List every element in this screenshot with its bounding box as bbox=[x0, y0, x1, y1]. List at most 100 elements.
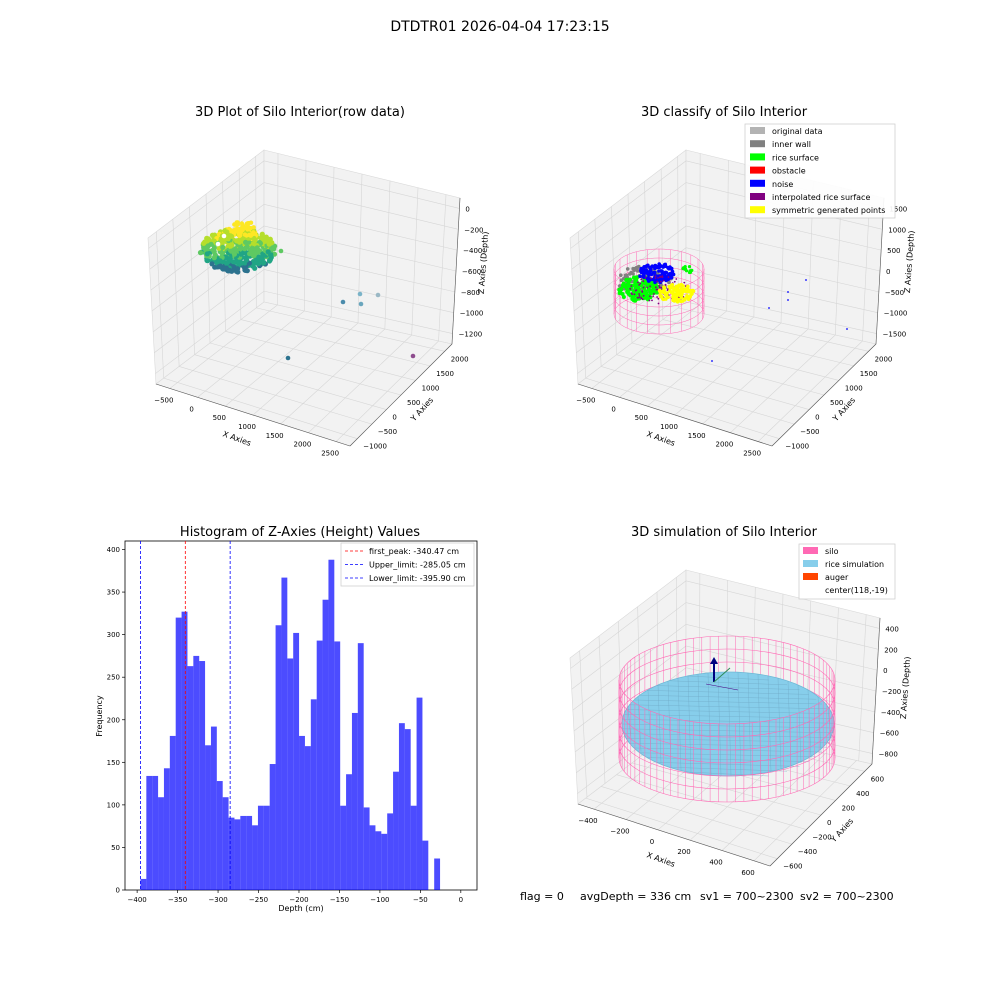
classify-floor-grid-y bbox=[631, 342, 825, 396]
raw-data-point bbox=[244, 233, 249, 238]
histogram-x-tick-label: −400 bbox=[128, 896, 147, 904]
raw-x-ticks: −500 0 500 1000 1500 2000 2500 bbox=[154, 396, 339, 457]
panel-histogram: Histogram of Z-Axies (Height) Values −40… bbox=[95, 525, 478, 913]
histogram-bar bbox=[334, 641, 341, 890]
histogram-legend-label: first_peak: -340.47 cm bbox=[369, 547, 459, 556]
histogram-bar bbox=[422, 840, 429, 890]
histogram-bar bbox=[263, 805, 270, 890]
histogram-y-tick-label: 400 bbox=[107, 546, 120, 554]
simulation-y-tick-label: −400 bbox=[798, 848, 817, 856]
histogram-legend-box bbox=[340, 542, 475, 587]
status-avg-depth: avgDepth = 336 cm bbox=[580, 890, 691, 903]
raw-z-tick-label: −1200 bbox=[459, 331, 483, 339]
classify-symmetric-point bbox=[677, 283, 682, 288]
classify-rice-surface-point bbox=[648, 290, 653, 295]
raw-outlier-point bbox=[285, 355, 291, 361]
simulation-legend-swatch bbox=[803, 573, 818, 580]
histogram-bar bbox=[310, 699, 317, 890]
raw-outlier-point bbox=[215, 241, 221, 247]
raw-data-point bbox=[259, 255, 265, 261]
simulation-x-tick-label: 600 bbox=[741, 869, 754, 877]
classify-noise-point bbox=[768, 307, 770, 309]
simulation-silo-front bbox=[618, 679, 836, 803]
classify-wall-grid-z bbox=[572, 203, 882, 291]
classify-symmetric-point bbox=[671, 295, 675, 299]
classify-interpolated-point bbox=[653, 293, 655, 295]
classify-noise-point bbox=[787, 299, 789, 301]
classify-y-tick-label: 500 bbox=[830, 399, 843, 407]
raw-outlier-point bbox=[375, 292, 381, 298]
raw-wall-grid-z bbox=[155, 290, 453, 374]
raw-floor-grid-y bbox=[163, 377, 358, 440]
histogram-bar bbox=[322, 599, 329, 890]
classify-symmetric-point bbox=[661, 297, 665, 301]
simulation-rice-mesh-line bbox=[627, 706, 632, 742]
simulation-rice-mesh-line bbox=[629, 743, 827, 748]
raw-floor-grid-y bbox=[240, 319, 431, 367]
simulation-x-tick-label: 200 bbox=[677, 848, 690, 856]
simulation-rice-mesh-line bbox=[697, 674, 702, 774]
raw-data-point bbox=[261, 260, 267, 266]
classify-y-tick-label: −1000 bbox=[785, 443, 809, 451]
histogram-bar bbox=[216, 781, 223, 890]
classify-interpolated-point bbox=[657, 277, 659, 279]
classify-legend-label: symmetric generated points bbox=[772, 206, 885, 215]
raw-floor-grid-y bbox=[225, 330, 416, 381]
classify-z-label: Z Axies (Depth) bbox=[903, 230, 916, 293]
raw-data-point bbox=[243, 257, 249, 263]
histogram-bar bbox=[158, 797, 164, 890]
raw-data-point bbox=[253, 260, 259, 266]
classify-legend-swatch bbox=[750, 140, 765, 148]
classify-y-tick-label: 1000 bbox=[845, 384, 863, 392]
classify-symmetric-point bbox=[686, 288, 690, 293]
classify-interpolated-point bbox=[662, 279, 665, 282]
simulation-y-tick-label: 0 bbox=[827, 819, 831, 827]
raw-floor-grid-y bbox=[194, 354, 387, 410]
simulation-rice-mesh-line bbox=[747, 672, 752, 776]
classify-rice-surface-point bbox=[635, 285, 640, 290]
classify-interpolated-point bbox=[644, 276, 647, 279]
simulation-rice-mesh-line bbox=[656, 762, 800, 767]
raw-data-point bbox=[251, 230, 256, 235]
simulation-rice-mesh-line bbox=[623, 714, 833, 719]
raw-x-axis-line bbox=[155, 383, 351, 447]
classify-noise-point bbox=[711, 360, 713, 362]
simulation-wall-grid-z bbox=[571, 602, 879, 690]
classify-legend-label: interpolated rice surface bbox=[772, 193, 870, 202]
classify-interpolated-point bbox=[656, 280, 659, 283]
classify-rice-surface-point bbox=[621, 295, 626, 299]
raw-y-tick-label: 2000 bbox=[451, 355, 469, 363]
classify-interpolated-point bbox=[648, 299, 651, 302]
classify-noise-point bbox=[649, 266, 653, 270]
raw-data-point bbox=[234, 266, 241, 272]
simulation-rice-mesh-line bbox=[629, 704, 827, 709]
raw-data-point bbox=[228, 248, 234, 254]
classify-interpolated-point bbox=[661, 275, 664, 277]
histogram-bar bbox=[228, 817, 235, 890]
raw-data-point bbox=[247, 251, 253, 257]
classify-x-tick-label: −500 bbox=[576, 396, 595, 404]
simulation-rice-mesh-line bbox=[668, 680, 788, 685]
classify-interpolated-point bbox=[641, 291, 644, 293]
classify-legend-swatch bbox=[750, 179, 765, 187]
simulation-rice-mesh-line bbox=[633, 699, 823, 705]
classify-symmetric-point bbox=[685, 294, 690, 299]
classify-interpolated-point bbox=[639, 282, 642, 285]
classify-noise-point bbox=[641, 268, 646, 272]
classify-z-tick-label: 1000 bbox=[888, 226, 906, 234]
histogram-bar bbox=[299, 735, 305, 890]
classify-y-tick-label: 2000 bbox=[875, 355, 893, 363]
histogram-y-ticks: 0 50 100 150 200 250 300 350 400 bbox=[107, 546, 125, 895]
classify-noise-point bbox=[638, 274, 642, 279]
histogram-x-tick-label: −300 bbox=[208, 896, 227, 904]
classify-interpolated-point bbox=[640, 296, 642, 299]
auger-arrow-icon bbox=[710, 657, 718, 664]
raw-wall-grid-z bbox=[150, 203, 458, 291]
classify-inner-wall-point bbox=[618, 284, 622, 288]
classify-floor-grid-y bbox=[585, 377, 780, 440]
classify-x-tick-label: 500 bbox=[635, 414, 648, 422]
simulation-legend-label: rice simulation bbox=[825, 560, 884, 569]
classify-legend-box bbox=[744, 123, 896, 219]
classify-inner-wall-point bbox=[629, 270, 634, 275]
simulation-wall-grid-z bbox=[572, 623, 878, 711]
